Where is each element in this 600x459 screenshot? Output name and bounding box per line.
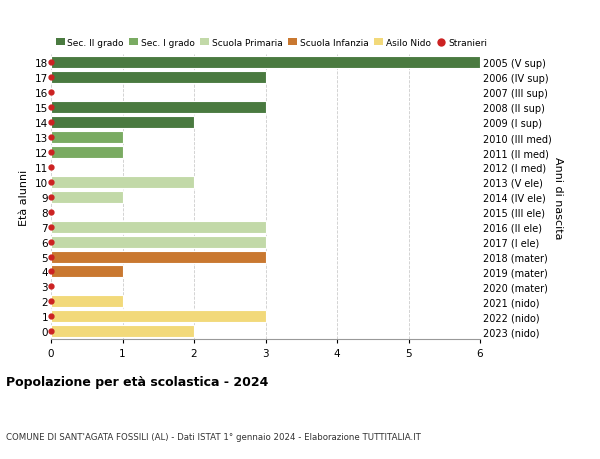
Bar <box>51 132 122 144</box>
Text: COMUNE DI SANT'AGATA FOSSILI (AL) - Dati ISTAT 1° gennaio 2024 - Elaborazione TU: COMUNE DI SANT'AGATA FOSSILI (AL) - Dati… <box>6 431 421 441</box>
Bar <box>51 72 265 84</box>
Bar <box>51 147 122 159</box>
Bar <box>51 221 265 233</box>
Bar <box>51 191 122 203</box>
Bar <box>51 117 194 129</box>
Y-axis label: Anni di nascita: Anni di nascita <box>553 156 563 239</box>
Bar <box>51 325 194 337</box>
Y-axis label: Età alunni: Età alunni <box>19 169 29 225</box>
Bar <box>51 311 265 323</box>
Bar <box>51 57 480 69</box>
Bar <box>51 102 265 114</box>
Bar <box>51 266 122 278</box>
Bar <box>51 251 265 263</box>
Legend: Sec. II grado, Sec. I grado, Scuola Primaria, Scuola Infanzia, Asilo Nido, Stran: Sec. II grado, Sec. I grado, Scuola Prim… <box>56 39 487 48</box>
Bar <box>51 236 265 248</box>
Bar <box>51 177 194 189</box>
Text: Popolazione per età scolastica - 2024: Popolazione per età scolastica - 2024 <box>6 375 268 388</box>
Bar <box>51 296 122 308</box>
